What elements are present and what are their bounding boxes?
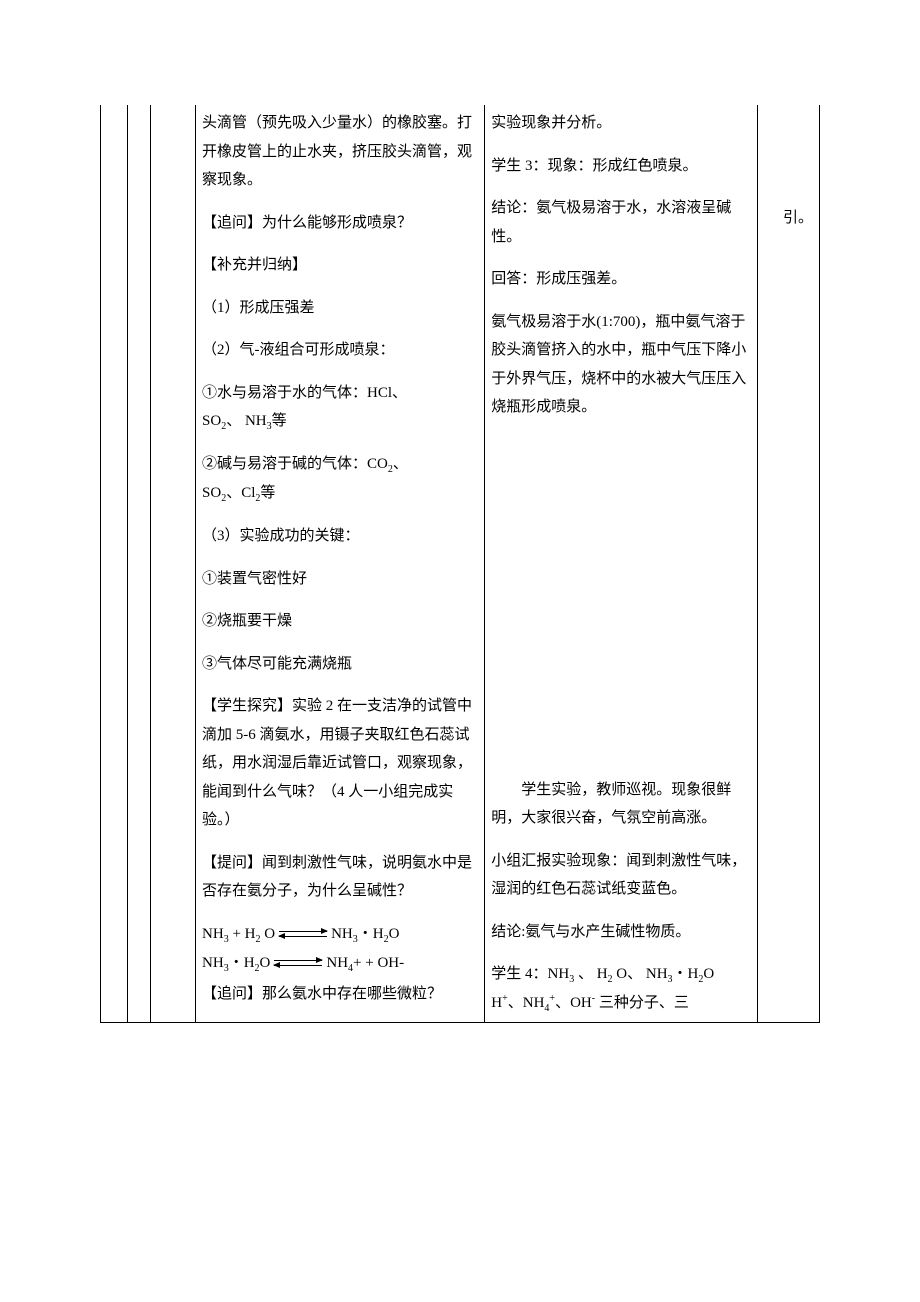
para: 学生 3：现象：形成红色喷泉。 (491, 152, 751, 181)
text: ②碱与易溶于碱的气体：CO (202, 456, 388, 472)
text: O (389, 926, 400, 942)
para: 引。 (764, 204, 813, 233)
text: 、OH (555, 995, 592, 1011)
equation-block: NH3 + H2 O NH3・H2O NH3・H2O NH4+ (202, 920, 478, 978)
equation-1: NH3 + H2 O NH3・H2O (202, 920, 399, 949)
text: 等 (272, 413, 287, 429)
col-teacher-activity: 头滴管（预先吸入少量水）的橡胶塞。打开橡皮管上的止水夹，挤压胶头滴管，观察现象。… (196, 105, 485, 1023)
text: ①水与易溶于水的气体：HCl、 (202, 385, 407, 401)
spacer (491, 436, 751, 776)
text: 、Cl (226, 485, 255, 501)
text: 、 NH (226, 413, 266, 429)
para: 【追问】那么氨水中存在哪些微粒？ (202, 980, 478, 1009)
text: 学生 4：NH (491, 966, 569, 982)
para: （2）气-液组合可形成喷泉： (202, 336, 478, 365)
para: 【学生探究】实验 2 在一支洁净的试管中滴加 5-6 滴氨水，用镊子夹取红色石蕊… (202, 692, 478, 835)
para: 【追问】为什么能够形成喷泉？ (202, 209, 478, 238)
subscript: 4 (544, 1003, 549, 1014)
para: 学生 4：NH3 、 H2 O、 NH3・H2O H+、NH4+、OH- 三种分… (491, 960, 751, 1018)
para: 头滴管（预先吸入少量水）的橡胶塞。打开橡皮管上的止水夹，挤压胶头滴管，观察现象。 (202, 109, 478, 195)
para: ③气体尽可能充满烧瓶 (202, 650, 478, 679)
text: 、 (393, 456, 408, 472)
text: NH (326, 955, 348, 971)
text: O (260, 926, 275, 942)
text: H (491, 995, 502, 1011)
equilibrium-arrow-icon (279, 927, 327, 941)
text: NH (331, 926, 353, 942)
text: O (703, 966, 714, 982)
text: + + OH- (353, 955, 404, 971)
text: SO (202, 413, 221, 429)
para: 结论：氨气极易溶于水，水溶液呈碱性。 (491, 194, 751, 251)
col-2 (127, 105, 150, 1023)
col-3 (150, 105, 195, 1023)
para: 回答：形成压强差。 (491, 265, 751, 294)
para: 小组汇报实验现象：闻到刺激性气味，湿润的红色石蕊试纸变蓝色。 (491, 847, 751, 904)
page-root: 头滴管（预先吸入少量水）的橡胶塞。打开橡皮管上的止水夹，挤压胶头滴管，观察现象。… (0, 0, 920, 1302)
para: ①水与易溶于水的气体：HCl、 SO2、 NH3等 (202, 379, 478, 437)
para: ②碱与易溶于碱的气体：CO2、 SO2、Cl2等 (202, 450, 478, 508)
text: ・H (673, 966, 699, 982)
para: 氨气极易溶于水(1:700)，瓶中氨气溶于胶头滴管挤入的水中，瓶中气压下降小于外… (491, 308, 751, 422)
para: ①装置气密性好 (202, 565, 478, 594)
lesson-table: 头滴管（预先吸入少量水）的橡胶塞。打开橡皮管上的止水夹，挤压胶头滴管，观察现象。… (100, 105, 820, 1023)
para: （1）形成压强差 (202, 294, 478, 323)
para: 【提问】闻到刺激性气味，说明氨水中是否存在氨分子，为什么呈碱性？ (202, 849, 478, 906)
para: 实验现象并分析。 (491, 109, 751, 138)
text: ・H (358, 926, 384, 942)
text: ・H (229, 955, 255, 971)
col-student-activity: 实验现象并分析。 学生 3：现象：形成红色喷泉。 结论：氨气极易溶于水，水溶液呈… (485, 105, 758, 1023)
text: O (260, 955, 271, 971)
equilibrium-arrow-icon (274, 956, 322, 970)
text: NH (202, 955, 224, 971)
text: SO (202, 485, 221, 501)
text: 等 (260, 485, 275, 501)
text: 、NH (508, 995, 545, 1011)
para: 结论:氨气与水产生碱性物质。 (491, 918, 751, 947)
text: O、 NH (613, 966, 668, 982)
col-1 (101, 105, 128, 1023)
text: NH (202, 926, 224, 942)
para: 学生实验，教师巡视。现象很鲜明，大家很兴奋，气氛空前高涨。 (491, 776, 751, 833)
spacer (764, 109, 813, 204)
text: + H (229, 926, 256, 942)
para: 【补充并归纳】 (202, 251, 478, 280)
text: 三种分子、三 (595, 995, 689, 1011)
equation-2: NH3・H2O NH4+ + OH- (202, 949, 404, 978)
para: （3）实验成功的关键： (202, 522, 478, 551)
text: 、 H (574, 966, 607, 982)
para: ②烧瓶要干燥 (202, 607, 478, 636)
table-row: 头滴管（预先吸入少量水）的橡胶塞。打开橡皮管上的止水夹，挤压胶头滴管，观察现象。… (101, 105, 820, 1023)
col-design-intent: 引。 (757, 105, 819, 1023)
